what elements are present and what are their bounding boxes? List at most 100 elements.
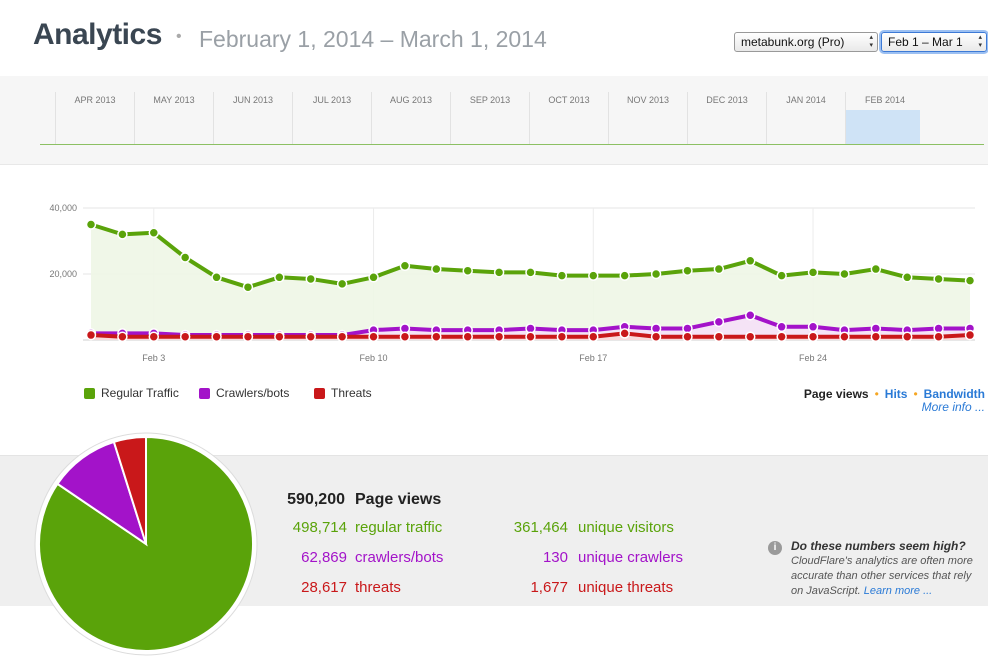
- pie-slice-crawlers: [56, 440, 148, 547]
- timeline-month-label[interactable]: MAY 2013: [153, 95, 195, 105]
- data-point: [336, 331, 348, 342]
- legend-regular-traffic[interactable]: Regular Traffic: [84, 386, 179, 400]
- data-point: [964, 329, 976, 341]
- data-point: [619, 270, 630, 281]
- data-point: [211, 272, 222, 283]
- timeline-month-label[interactable]: FEB 2014: [864, 95, 906, 105]
- data-point: [807, 321, 819, 333]
- unique-threats-value: 1,677: [530, 579, 568, 596]
- series-area: [91, 224, 970, 340]
- data-point: [870, 331, 882, 342]
- regular-traffic-value: 498,714: [292, 519, 347, 536]
- tab-page-views[interactable]: Page views: [803, 387, 869, 401]
- data-point: [179, 331, 191, 342]
- data-point: [242, 331, 254, 342]
- unique-threats-label: unique threats: [578, 579, 674, 596]
- timeline-month-label[interactable]: DEC 2013: [706, 95, 748, 105]
- crawlers-label: crawlers/bots: [355, 549, 444, 566]
- legend-threats[interactable]: Threats: [314, 386, 372, 400]
- data-point: [588, 331, 599, 342]
- data-point: [713, 263, 725, 275]
- unique-crawlers-value: 130: [542, 549, 568, 566]
- data-point: [713, 316, 725, 328]
- unique-crawlers-label: unique crawlers: [578, 549, 684, 566]
- data-point: [336, 278, 348, 290]
- data-point: [588, 270, 599, 281]
- timeline-selection[interactable]: [846, 110, 920, 144]
- data-point: [117, 229, 128, 240]
- help-question: Do these numbers seem high?: [791, 539, 966, 553]
- data-point: [556, 270, 568, 281]
- data-point: [493, 267, 505, 278]
- site-select[interactable]: metabunk.org (Pro): [734, 32, 878, 52]
- data-point: [682, 265, 693, 276]
- unique-visitors-value: 361,464: [513, 519, 568, 536]
- traffic-pie-chart: [34, 432, 258, 656]
- timeline-month-divider: [845, 92, 846, 144]
- help-text: CloudFlare's analytics are often more ac…: [791, 555, 973, 597]
- date-range-text: February 1, 2014 – March 1, 2014: [199, 26, 547, 52]
- timeline-month-divider: [213, 92, 214, 144]
- data-point: [807, 331, 819, 342]
- data-point: [745, 310, 756, 321]
- data-point: [839, 268, 850, 280]
- timeline-month-divider: [55, 92, 56, 144]
- x-tick-label: Feb 24: [799, 353, 827, 363]
- data-point: [399, 260, 411, 271]
- date-range-select[interactable]: Feb 1 – Mar 1: [881, 32, 987, 52]
- data-point: [399, 331, 411, 342]
- data-point: [682, 331, 693, 342]
- stats-panel: 590,200 Page views 498,714 regular traff…: [0, 432, 988, 656]
- numbers-help-box: i Do these numbers seem high? CloudFlare…: [768, 539, 978, 599]
- more-info-link[interactable]: More info ...: [921, 400, 985, 414]
- timeline-month-label[interactable]: OCT 2013: [548, 95, 590, 105]
- metric-tabs: Page views • Hits • Bandwidth: [803, 387, 985, 401]
- learn-more-link[interactable]: Learn more ...: [863, 585, 933, 597]
- timeline-month-divider: [292, 92, 293, 144]
- timeline-month-divider: [766, 92, 767, 144]
- legend-crawlers-bots[interactable]: Crawlers/bots: [199, 386, 289, 400]
- data-point: [745, 331, 756, 342]
- legend-label: Crawlers/bots: [216, 386, 290, 400]
- threats-label: threats: [355, 579, 401, 596]
- data-point: [901, 272, 913, 283]
- data-point: [368, 331, 379, 342]
- data-point: [807, 267, 819, 278]
- timeline-month-label[interactable]: JUL 2013: [312, 95, 352, 105]
- legend-swatch-green: [84, 387, 95, 399]
- data-point: [117, 331, 128, 342]
- x-tick-label: Feb 3: [142, 353, 165, 363]
- data-point: [148, 331, 160, 342]
- tab-hits[interactable]: Hits: [884, 387, 908, 401]
- timeline-month-divider: [687, 92, 688, 144]
- timeline-month-label[interactable]: JUN 2013: [232, 95, 274, 105]
- y-tick-label: 40,000: [49, 203, 77, 213]
- x-tick-label: Feb 17: [579, 353, 607, 363]
- data-point: [933, 331, 944, 342]
- pie-slice-threats: [112, 435, 147, 545]
- tab-bandwidth[interactable]: Bandwidth: [923, 387, 985, 401]
- timeline-month-label[interactable]: JAN 2014: [786, 95, 826, 105]
- legend-label: Regular Traffic: [101, 386, 179, 400]
- timeline-month-label[interactable]: APR 2013: [74, 95, 116, 105]
- data-point: [85, 329, 97, 341]
- data-point: [933, 273, 944, 285]
- timeline-navigator[interactable]: APR 2013 MAY 2013 JUN 2013 JUL 2013 AUG 2013…: [0, 76, 988, 165]
- data-point: [839, 331, 850, 342]
- total-page-views-value: 590,200: [287, 491, 345, 508]
- data-point: [85, 219, 97, 230]
- timeline-month-label[interactable]: SEP 2013: [469, 95, 511, 105]
- info-icon: i: [768, 541, 782, 555]
- timeline-month-label[interactable]: NOV 2013: [626, 95, 670, 105]
- crawlers-value: 62,869: [301, 549, 347, 566]
- data-point: [776, 270, 787, 281]
- timeline-baseline: [40, 144, 984, 145]
- title-separator: •: [176, 28, 182, 45]
- timeline-month-label[interactable]: AUG 2013: [389, 95, 433, 105]
- data-point: [368, 272, 379, 283]
- data-point: [305, 273, 316, 285]
- legend-swatch-red: [314, 387, 325, 399]
- data-point: [870, 263, 882, 275]
- regular-traffic-label: regular traffic: [355, 519, 443, 536]
- data-point: [650, 331, 662, 342]
